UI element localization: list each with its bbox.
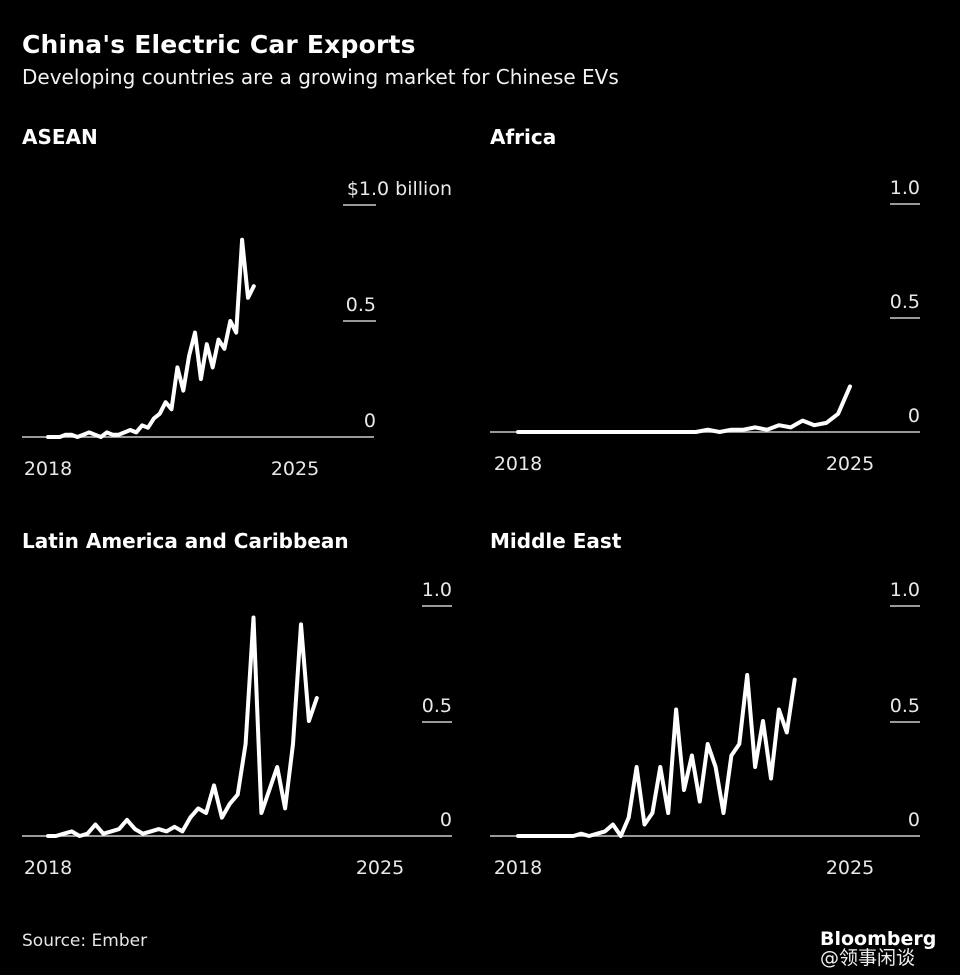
x-tick-label-africa-0: 2018 [494, 453, 542, 475]
x-tick-label-middle-east-1: 2025 [826, 857, 874, 879]
y-tick-label-asean-1: 0.5 [346, 294, 376, 316]
y-tick-label-middle-east-2: 0 [908, 809, 920, 831]
series-line-africa [516, 384, 852, 434]
y-tick-label-latin-america-0: 1.0 [422, 579, 452, 601]
panel-title-middle-east: Middle East [490, 529, 622, 553]
x-tick-label-asean-1: 2025 [271, 458, 319, 480]
y-tick-label-asean-0: $1.0 billion [347, 178, 452, 200]
y-tick-label-africa-2: 0 [908, 405, 920, 427]
x-tick-label-middle-east-0: 2018 [494, 857, 542, 879]
y-tick-label-middle-east-0: 1.0 [890, 579, 920, 601]
panel-title-asean: ASEAN [22, 125, 98, 149]
y-tick-label-latin-america-1: 0.5 [422, 695, 452, 717]
watermark-text: @领事闲谈 [820, 947, 916, 969]
panel-title-africa: Africa [490, 125, 557, 149]
y-tick-label-asean-2: 0 [364, 410, 376, 432]
y-tick-label-africa-1: 0.5 [890, 291, 920, 313]
source-note: Source: Ember [22, 931, 148, 951]
chart-title: China's Electric Car Exports [22, 30, 416, 59]
series-line-asean [46, 237, 256, 439]
y-tick-label-africa-0: 1.0 [890, 177, 920, 199]
x-tick-label-africa-1: 2025 [826, 453, 874, 475]
brand-logo: Bloomberg [820, 928, 937, 950]
y-tick-label-middle-east-1: 0.5 [890, 695, 920, 717]
x-tick-label-latin-america-0: 2018 [24, 857, 72, 879]
x-tick-label-asean-0: 2018 [24, 458, 72, 480]
x-tick-label-latin-america-1: 2025 [356, 857, 404, 879]
series-line-middle-east [516, 673, 797, 838]
series-line-latin-america [46, 615, 319, 838]
chart-subtitle: Developing countries are a growing marke… [22, 65, 619, 89]
panel-title-latin-america: Latin America and Caribbean [22, 529, 349, 553]
y-tick-label-latin-america-2: 0 [440, 809, 452, 831]
